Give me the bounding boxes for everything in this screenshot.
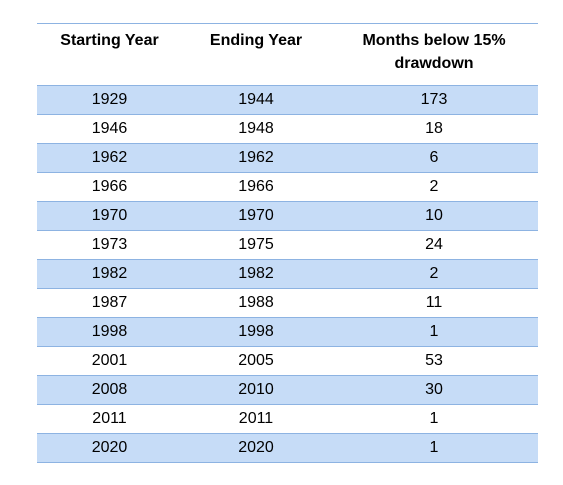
cell-months: 2	[330, 259, 538, 289]
cell-months: 2	[330, 172, 538, 202]
table-body: 1929 1944 173 1946 1948 18 1962 1962 6 1…	[37, 85, 538, 463]
cell-months: 1	[330, 317, 538, 347]
header-ending-year: Ending Year	[182, 23, 330, 86]
cell-starting-year: 1987	[37, 288, 182, 318]
header-months-line1: Months below 15%	[362, 32, 506, 49]
cell-starting-year: 2020	[37, 433, 182, 463]
cell-ending-year: 1944	[182, 85, 330, 115]
cell-months: 1	[330, 433, 538, 463]
cell-ending-year: 1988	[182, 288, 330, 318]
table-row: 1962 1962 6	[37, 143, 538, 173]
header-months-line2: drawdown	[394, 55, 474, 72]
table-row: 1970 1970 10	[37, 201, 538, 231]
table-row: 2020 2020 1	[37, 433, 538, 463]
table-row: 1973 1975 24	[37, 230, 538, 260]
drawdown-table-container: Starting Year Ending Year Months below 1…	[37, 23, 538, 463]
cell-starting-year: 1966	[37, 172, 182, 202]
cell-starting-year: 2001	[37, 346, 182, 376]
cell-ending-year: 2005	[182, 346, 330, 376]
cell-ending-year: 1975	[182, 230, 330, 260]
cell-months: 24	[330, 230, 538, 260]
cell-starting-year: 1962	[37, 143, 182, 173]
table-row: 2001 2005 53	[37, 346, 538, 376]
cell-ending-year: 2011	[182, 404, 330, 434]
cell-ending-year: 1966	[182, 172, 330, 202]
cell-starting-year: 1929	[37, 85, 182, 115]
cell-months: 1	[330, 404, 538, 434]
cell-months: 53	[330, 346, 538, 376]
cell-starting-year: 1970	[37, 201, 182, 231]
cell-months: 18	[330, 114, 538, 144]
cell-ending-year: 1962	[182, 143, 330, 173]
cell-starting-year: 2011	[37, 404, 182, 434]
cell-starting-year: 1982	[37, 259, 182, 289]
cell-months: 6	[330, 143, 538, 173]
cell-ending-year: 1998	[182, 317, 330, 347]
table-row: 1929 1944 173	[37, 85, 538, 115]
header-starting-year: Starting Year	[37, 23, 182, 86]
table-row: 2008 2010 30	[37, 375, 538, 405]
header-row: Starting Year Ending Year Months below 1…	[37, 23, 538, 86]
cell-ending-year: 1970	[182, 201, 330, 231]
cell-ending-year: 2020	[182, 433, 330, 463]
cell-ending-year: 2010	[182, 375, 330, 405]
table-header: Starting Year Ending Year Months below 1…	[37, 23, 538, 86]
cell-starting-year: 2008	[37, 375, 182, 405]
cell-ending-year: 1982	[182, 259, 330, 289]
table-row: 1987 1988 11	[37, 288, 538, 318]
cell-starting-year: 1973	[37, 230, 182, 260]
table-row: 2011 2011 1	[37, 404, 538, 434]
header-months-below-drawdown: Months below 15% drawdown	[330, 23, 538, 86]
cell-months: 10	[330, 201, 538, 231]
cell-months: 11	[330, 288, 538, 318]
cell-months: 30	[330, 375, 538, 405]
cell-ending-year: 1948	[182, 114, 330, 144]
drawdown-table: Starting Year Ending Year Months below 1…	[37, 23, 538, 463]
table-row: 1982 1982 2	[37, 259, 538, 289]
table-row: 1946 1948 18	[37, 114, 538, 144]
table-row: 1966 1966 2	[37, 172, 538, 202]
cell-months: 173	[330, 85, 538, 115]
table-row: 1998 1998 1	[37, 317, 538, 347]
cell-starting-year: 1998	[37, 317, 182, 347]
cell-starting-year: 1946	[37, 114, 182, 144]
